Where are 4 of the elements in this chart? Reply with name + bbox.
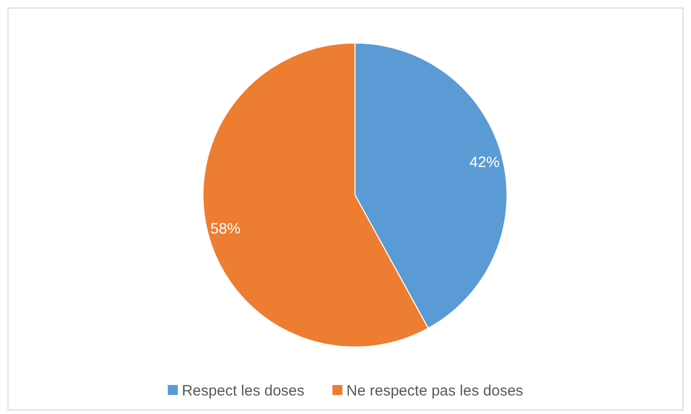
legend-label: Ne respecte pas les doses: [346, 382, 524, 400]
legend-label: Respect les doses: [182, 382, 304, 400]
data-label: 42%: [470, 154, 500, 171]
data-label: 58%: [210, 220, 240, 238]
